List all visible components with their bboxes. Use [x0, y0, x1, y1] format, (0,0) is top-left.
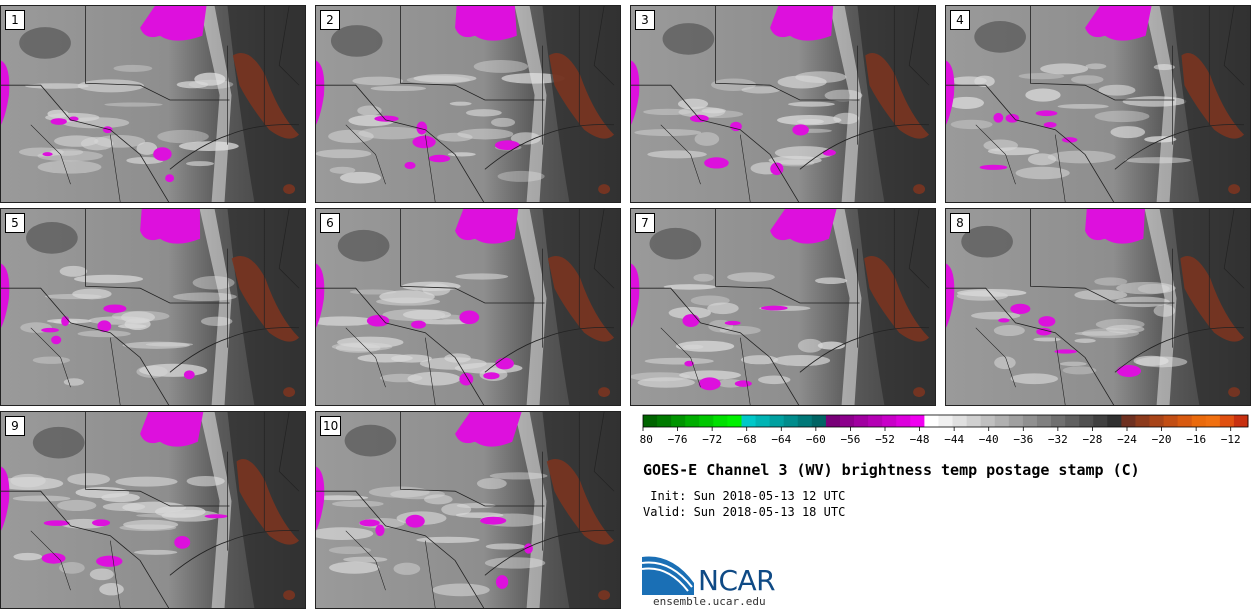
colorbar-segment — [839, 415, 855, 427]
website-text: ensemble.ucar.edu — [653, 595, 766, 608]
colorbar-tick-label: −60 — [806, 433, 826, 446]
colorbar-tick-label: −16 — [1186, 433, 1206, 446]
colorbar-tick-label: −44 — [944, 433, 964, 446]
member-panel: 5 — [0, 208, 306, 406]
colorbar-segment — [938, 415, 954, 427]
colorbar-tick-label: −28 — [1082, 433, 1102, 446]
colorbar-segment — [1079, 415, 1094, 427]
wv-field-map — [1, 412, 305, 608]
member-panel: 7 — [630, 208, 936, 406]
member-panel: 8 — [945, 208, 1251, 406]
colorbar-segment — [882, 415, 897, 427]
member-panel: 1 — [0, 5, 306, 203]
colorbar-segment — [924, 415, 939, 427]
colorbar-segment — [1036, 415, 1052, 427]
colorbar-segment — [825, 415, 841, 427]
colorbar-segment — [811, 415, 827, 427]
colorbar-tick-label: −20 — [1152, 433, 1172, 446]
member-label: 2 — [320, 10, 340, 30]
colorbar-tick-label: −72 — [702, 433, 722, 446]
colorbar-segment — [1065, 415, 1080, 427]
colorbar-segment — [1205, 415, 1221, 427]
colorbar-segment — [980, 415, 996, 427]
member-panel: 6 — [315, 208, 621, 406]
colorbar-segment — [1022, 415, 1038, 427]
colorbar-segment — [797, 415, 813, 427]
wv-field-map — [316, 412, 620, 608]
colorbar-tick-label: −68 — [737, 433, 757, 446]
wv-field-map — [1, 6, 305, 202]
member-label: 4 — [950, 10, 970, 30]
colorbar-segment — [783, 415, 799, 427]
colorbar-segment — [966, 415, 982, 427]
colorbar-border — [642, 414, 1249, 428]
wv-field-map — [1, 209, 305, 405]
wv-field-map — [316, 209, 620, 405]
member-panel: 10 — [315, 411, 621, 609]
colorbar-tick-label: −64 — [771, 433, 791, 446]
colorbar-segment — [994, 415, 1010, 427]
colorbar: −80 −76 −72 −68 −64 −60 −56 −52 −48 −44 −40 −36 −32 −… — [640, 414, 1249, 446]
colorbar-segment — [910, 415, 925, 427]
wv-field-map — [631, 209, 935, 405]
colorbar-segment — [769, 415, 785, 427]
wv-field-map — [946, 209, 1250, 405]
member-panel: 4 — [945, 5, 1251, 203]
colorbar-segment — [1191, 415, 1207, 427]
member-panel: 3 — [630, 5, 936, 203]
colorbar-segment — [868, 415, 883, 427]
member-label: 8 — [950, 213, 970, 233]
colorbar-tick-label: −40 — [979, 433, 999, 446]
member-label: 9 — [5, 416, 25, 436]
colorbar-tick-label: −76 — [668, 433, 688, 446]
colorbar-segment — [727, 415, 742, 427]
valid-time: Valid: Sun 2018-05-13 18 UTC — [643, 505, 846, 519]
colorbar-segment — [713, 415, 728, 427]
colorbar-segment — [1008, 415, 1024, 427]
colorbar-tick-label: −56 — [840, 433, 860, 446]
colorbar-tick-label: −24 — [1117, 433, 1137, 446]
colorbar-tick-label: −48 — [910, 433, 930, 446]
colorbar-segment — [1219, 415, 1235, 427]
chart-title: GOES-E Channel 3 (WV) brightness temp po… — [643, 461, 1140, 479]
wv-field-map — [631, 6, 935, 202]
colorbar-tick-label: −12 — [1221, 433, 1241, 446]
member-label: 5 — [5, 213, 25, 233]
ncar-logo-icon — [642, 556, 694, 595]
colorbar-segment — [1135, 415, 1151, 427]
wv-field-map — [316, 6, 620, 202]
colorbar-segment — [643, 415, 658, 427]
colorbar-tick-label: −52 — [875, 433, 895, 446]
member-panel: 2 — [315, 5, 621, 203]
colorbar-segment — [1107, 415, 1122, 427]
member-label: 10 — [320, 416, 342, 436]
colorbar-segment — [1177, 415, 1193, 427]
member-label: 1 — [5, 10, 25, 30]
colorbar-tick-label: −32 — [1048, 433, 1068, 446]
colorbar-segment — [952, 415, 968, 427]
wv-field-map — [946, 6, 1250, 202]
colorbar-segment — [699, 415, 714, 427]
colorbar-segment — [755, 415, 771, 427]
colorbar-segment — [1121, 415, 1136, 427]
member-label: 7 — [635, 213, 655, 233]
colorbar-segment — [671, 415, 686, 427]
member-label: 3 — [635, 10, 655, 30]
colorbar-segment — [1163, 415, 1179, 427]
colorbar-segment — [896, 415, 911, 427]
colorbar-segment — [657, 415, 672, 427]
colorbar-tick-label: −36 — [1013, 433, 1033, 446]
init-time: Init: Sun 2018-05-13 12 UTC — [643, 489, 846, 503]
colorbar-segment — [854, 415, 869, 427]
colorbar-segment — [741, 415, 757, 427]
colorbar-segment — [1051, 415, 1066, 427]
logo-text: NCAR — [698, 564, 776, 597]
colorbar-segment — [1233, 415, 1249, 427]
colorbar-segment — [1149, 415, 1165, 427]
member-panel: 9 — [0, 411, 306, 609]
member-label: 6 — [320, 213, 340, 233]
colorbar-tick-label: −80 — [640, 433, 653, 446]
colorbar-segment — [1093, 415, 1108, 427]
colorbar-segment — [685, 415, 700, 427]
